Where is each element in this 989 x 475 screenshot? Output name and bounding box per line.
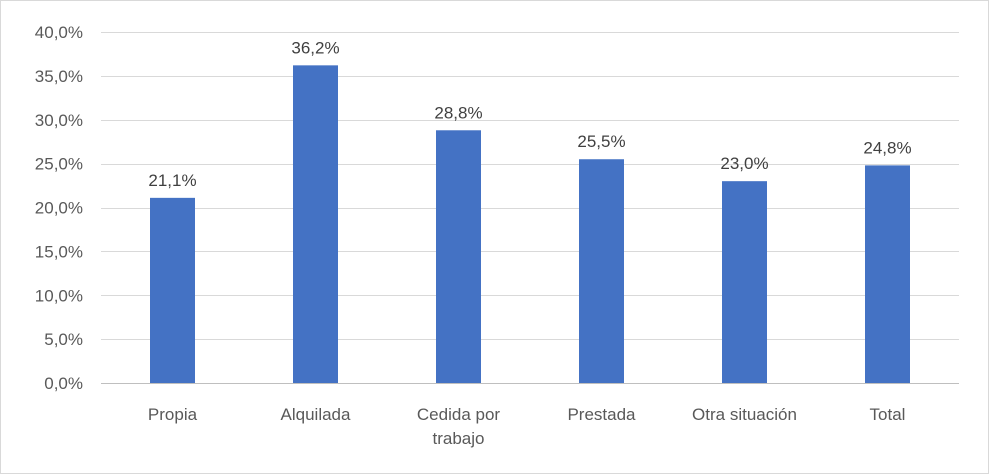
y-axis-tick-labels: 0,0% 5,0% 10,0% 15,0% 20,0% 25,0% 30,0% 35,0% 40… — [35, 23, 83, 393]
data-label: 28,8% — [434, 103, 482, 122]
category-label: Cedida por trabajo — [417, 405, 501, 448]
data-label: 23,0% — [720, 154, 768, 173]
y-tick-label: 30,0% — [35, 111, 83, 130]
bar — [293, 65, 338, 383]
data-label: 25,5% — [577, 132, 625, 151]
y-tick-label: 15,0% — [35, 242, 83, 261]
data-label: 36,2% — [291, 38, 339, 57]
data-label: 24,8% — [863, 138, 911, 157]
x-axis-category-labels: Propia Alquilada Cedida por trabajo Prestada… — [148, 405, 906, 448]
y-tick-label: 35,0% — [35, 67, 83, 86]
y-tick-label: 0,0% — [44, 374, 83, 393]
bar — [150, 197, 195, 383]
category-label: Total — [870, 405, 906, 424]
gridlines — [101, 32, 959, 384]
data-label: 21,1% — [148, 171, 196, 190]
category-label: Alquilada — [281, 405, 351, 424]
bar — [579, 159, 624, 383]
bar — [722, 181, 767, 383]
y-tick-label: 5,0% — [44, 330, 83, 349]
category-label: Otra situación — [692, 405, 797, 424]
category-label: Prestada — [567, 405, 636, 424]
data-labels: 21,1% 36,2% 28,8% 25,5% 23,0% 24,8% — [148, 38, 911, 190]
bar — [436, 130, 481, 383]
y-tick-label: 25,0% — [35, 155, 83, 174]
bar — [865, 165, 910, 383]
category-label: Propia — [148, 405, 198, 424]
y-tick-label: 40,0% — [35, 23, 83, 42]
y-tick-label: 20,0% — [35, 199, 83, 218]
y-tick-label: 10,0% — [35, 286, 83, 305]
bars — [150, 65, 910, 383]
